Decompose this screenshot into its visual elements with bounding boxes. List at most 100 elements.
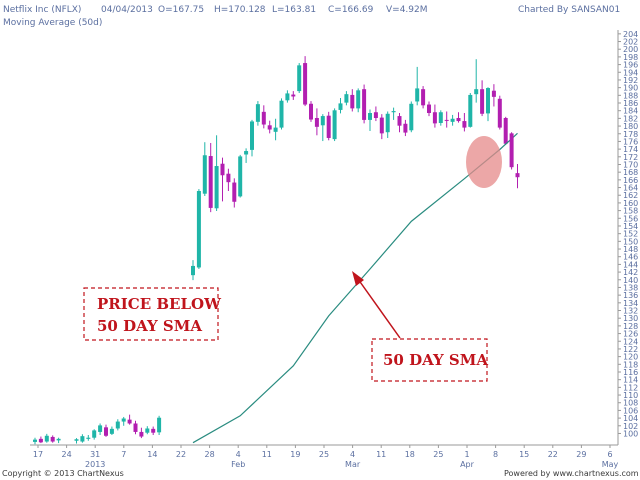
y-tick-label: 100 bbox=[623, 429, 638, 438]
y-tick-label: 120 bbox=[623, 353, 638, 362]
candle bbox=[121, 416, 126, 426]
y-tick-label: 102 bbox=[623, 422, 638, 431]
candle-body bbox=[238, 156, 243, 197]
candle bbox=[244, 148, 249, 163]
candle bbox=[320, 114, 325, 142]
y-tick-label: 184 bbox=[623, 107, 638, 116]
candle-body bbox=[121, 418, 126, 422]
y-tick-label: 142 bbox=[623, 268, 638, 277]
candle-body bbox=[362, 89, 367, 120]
candle-body bbox=[232, 182, 237, 202]
candle bbox=[157, 415, 162, 436]
y-tick-label: 150 bbox=[623, 237, 638, 246]
candle-body bbox=[450, 118, 455, 122]
y-tick-label: 170 bbox=[623, 160, 638, 169]
candle bbox=[373, 106, 378, 122]
date-label: 04/04/2013 bbox=[101, 5, 153, 15]
candle bbox=[267, 120, 272, 134]
candle bbox=[486, 87, 490, 122]
candle bbox=[208, 142, 213, 213]
y-tick-label: 166 bbox=[623, 176, 638, 185]
candle bbox=[474, 59, 479, 103]
sma-arrow-head bbox=[352, 271, 364, 286]
candle-body bbox=[98, 425, 103, 432]
candle bbox=[509, 132, 514, 170]
charted-by-label: Charted By SANSAN01 bbox=[518, 5, 620, 15]
candle-body bbox=[385, 113, 390, 133]
candle bbox=[362, 84, 367, 124]
x-tick-label: 4 bbox=[236, 450, 241, 459]
y-tick-label: 190 bbox=[623, 84, 638, 93]
candle-body bbox=[56, 438, 61, 441]
candle-body bbox=[474, 89, 479, 95]
x-axis-ticks: 17 24 31 7 14 22 28 4 11 19 25 4 11 18 25 1 8 15 22 29 62013… bbox=[33, 445, 619, 469]
candle-body bbox=[291, 94, 296, 97]
candle-body bbox=[38, 438, 43, 443]
candle bbox=[480, 80, 485, 117]
y-tick-label: 158 bbox=[623, 207, 638, 216]
y-tick-label: 108 bbox=[623, 399, 638, 408]
volume-label: V=4.92M bbox=[386, 5, 428, 15]
sma-box bbox=[371, 338, 488, 382]
y-tick-label: 126 bbox=[623, 330, 638, 339]
candle-body bbox=[486, 88, 490, 114]
candle bbox=[279, 98, 284, 130]
candle bbox=[86, 435, 91, 441]
x-tick-label: 11 bbox=[262, 450, 272, 459]
candle bbox=[98, 423, 103, 436]
candle-body bbox=[86, 437, 91, 439]
x-tick-label: 28 bbox=[205, 450, 215, 459]
candle bbox=[309, 101, 313, 122]
y-tick-label: 202 bbox=[623, 38, 638, 47]
x-tick-label: 22 bbox=[176, 450, 186, 459]
indicator-label: Moving Average (50d) bbox=[3, 18, 102, 28]
y-tick-label: 192 bbox=[623, 76, 638, 85]
x-tick-label: 15 bbox=[519, 450, 529, 459]
y-tick-label: 152 bbox=[623, 230, 638, 239]
y-tick-label: 144 bbox=[623, 260, 638, 269]
candle bbox=[127, 414, 132, 425]
y-tick-label: 132 bbox=[623, 307, 638, 316]
y-tick-label: 194 bbox=[623, 68, 638, 77]
low-label: L=163.81 bbox=[272, 5, 316, 15]
candle bbox=[285, 90, 290, 103]
candle bbox=[196, 189, 201, 270]
y-tick-label: 168 bbox=[623, 168, 638, 177]
candle bbox=[56, 437, 61, 444]
candle bbox=[139, 427, 144, 439]
y-tick-label: 156 bbox=[623, 214, 638, 223]
candle-body bbox=[139, 431, 144, 437]
price-below-box bbox=[83, 287, 219, 341]
candle-body bbox=[50, 436, 55, 442]
y-tick-label: 112 bbox=[623, 383, 638, 392]
x-tick-label: 24 bbox=[62, 450, 72, 459]
y-tick-label: 196 bbox=[623, 61, 638, 70]
candle-body bbox=[261, 111, 266, 125]
y-tick-label: 130 bbox=[623, 314, 638, 323]
sma-arrow-shaft bbox=[357, 278, 401, 339]
candle-body bbox=[368, 113, 372, 120]
y-tick-label: 180 bbox=[623, 122, 638, 131]
candle bbox=[44, 433, 49, 443]
candle-body bbox=[497, 98, 502, 128]
candle bbox=[92, 429, 97, 440]
y-tick-label: 128 bbox=[623, 322, 638, 331]
candle-body bbox=[350, 94, 355, 109]
candle-body bbox=[145, 428, 150, 433]
candle-body bbox=[250, 121, 254, 150]
candle bbox=[421, 86, 426, 109]
candle bbox=[297, 63, 302, 94]
x-tick-label: 1 bbox=[464, 450, 469, 459]
candle-body bbox=[115, 421, 120, 429]
x-tick-label: 8 bbox=[493, 450, 498, 459]
candle-body bbox=[202, 155, 207, 194]
candle-body bbox=[320, 116, 325, 126]
candle bbox=[409, 101, 414, 133]
candle bbox=[468, 93, 473, 128]
open-label: O=167.75 bbox=[158, 5, 204, 15]
candle bbox=[379, 114, 384, 140]
candle-body bbox=[279, 100, 284, 128]
candle-body bbox=[314, 117, 319, 127]
candle-body bbox=[191, 265, 195, 276]
